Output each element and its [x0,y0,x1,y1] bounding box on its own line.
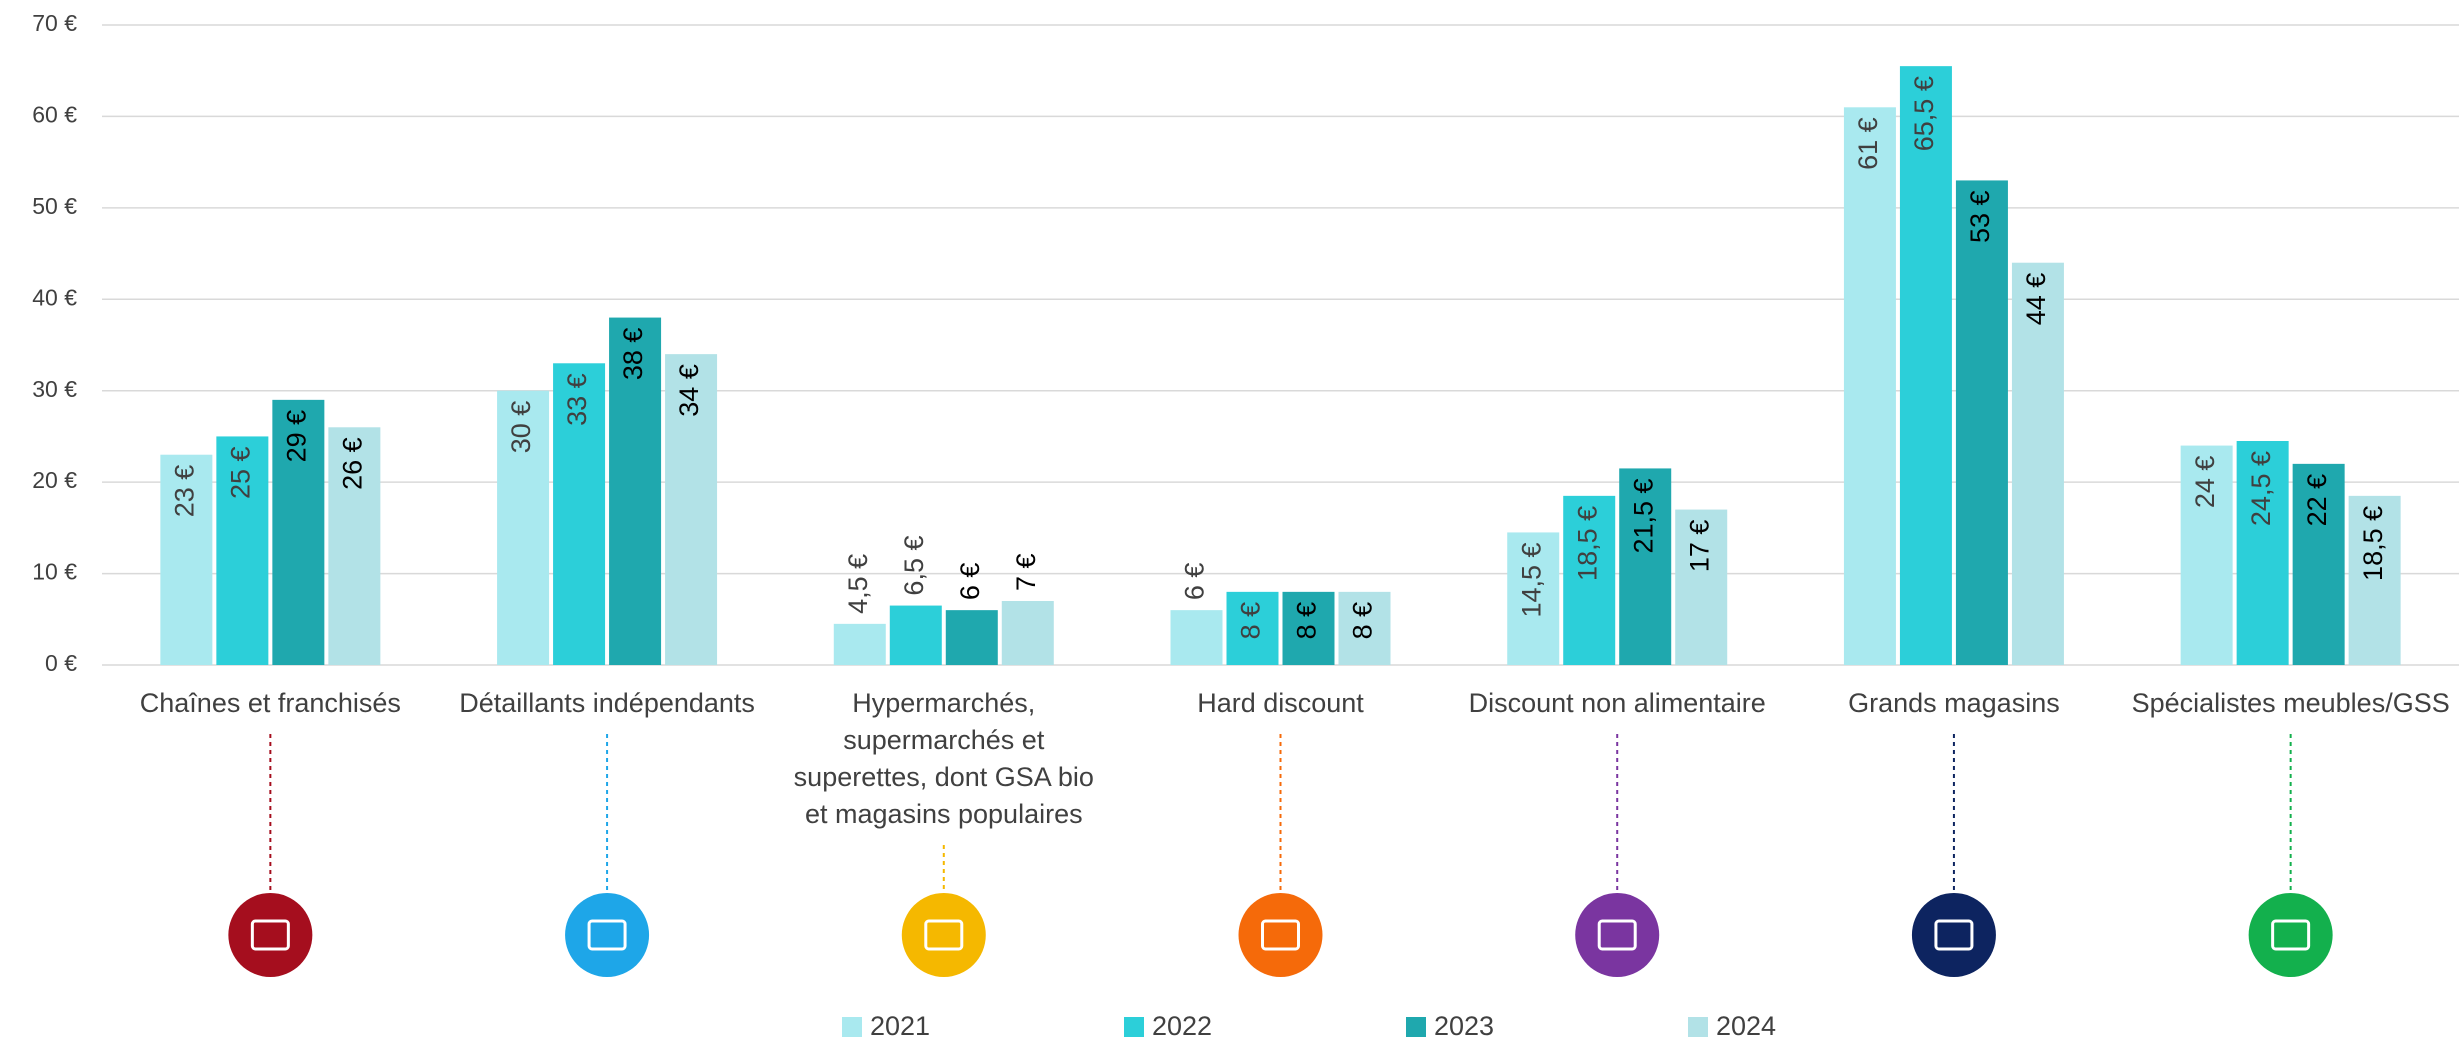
bar [216,436,269,665]
bar [889,605,942,665]
value-label: 33 € [562,373,592,426]
legend-swatch [1406,1017,1426,1037]
bar [1282,591,1335,665]
value-label: 8 € [1348,602,1378,640]
value-label: 29 € [281,410,311,463]
value-label: 26 € [337,437,367,490]
value-label: 14,5 € [1516,542,1546,617]
bar [1843,107,1896,666]
y-tick-label: 20 € [32,467,77,493]
icon-glyph [924,919,964,951]
bar [1899,66,1952,665]
value-label: 61 € [1853,117,1883,170]
legend-label: 2024 [1716,1011,1776,1040]
bar [497,390,550,665]
bar [1563,495,1616,665]
bar [2180,445,2233,665]
legend-swatch [1124,1017,1144,1037]
bar [665,354,718,665]
bar [2236,441,2289,665]
value-label: 25 € [225,446,255,499]
bar [2348,495,2401,665]
value-label: 6,5 € [899,536,929,596]
y-tick-label: 70 € [32,10,77,36]
y-tick-label: 60 € [32,102,77,128]
bar [553,363,606,665]
icon-glyph [2271,919,2311,951]
y-tick-label: 50 € [32,193,77,219]
icon [565,893,650,977]
value-label: 6 € [1180,563,1210,601]
bar [945,610,998,665]
icon [2248,893,2333,977]
value-label: 38 € [618,328,648,381]
bar [1619,468,1672,665]
bar [272,399,325,665]
value-label: 44 € [2021,273,2051,326]
value-label: 30 € [506,401,536,454]
x-tick-label: Spécialistes meubles/GSS [2131,688,2450,718]
bar [2011,262,2064,665]
value-label: 6 € [955,563,985,601]
bar [1955,180,2008,665]
x-tick-label: Chaînes et franchisés [139,688,401,718]
x-tick-label: Détaillants indépendants [459,688,755,718]
value-label: 17 € [1684,520,1714,573]
y-tick-label: 40 € [32,284,77,310]
value-label: 22 € [2302,474,2332,527]
value-label: 18,5 € [2358,506,2388,581]
icon-glyph [587,919,627,951]
x-tick-label: Grands magasins [1848,688,2060,718]
bar [1338,591,1391,665]
value-label: 24 € [2190,456,2220,509]
icon-glyph [1597,919,1637,951]
bar [1226,591,1279,665]
value-label: 34 € [674,364,704,417]
value-label: 21,5 € [1628,478,1658,553]
legend-label: 2021 [870,1011,930,1040]
bar [1675,509,1728,665]
y-tick-label: 30 € [32,376,77,402]
x-tick-label: Hypermarchés, supermarchés et superettes… [793,688,1094,829]
y-tick-label: 0 € [45,650,77,676]
value-label: 8 € [1236,602,1266,640]
value-label: 24,5 € [2246,451,2276,526]
value-label: 18,5 € [1572,506,1602,581]
bar [2292,463,2345,665]
y-tick-label: 10 € [32,559,77,585]
bar [160,454,213,665]
icon [1238,893,1323,977]
value-label: 53 € [1965,190,1995,243]
value-label: 23 € [169,465,199,518]
legend-swatch [1688,1017,1708,1037]
bar [1170,610,1223,665]
legend-label: 2023 [1434,1011,1494,1040]
legend-label: 2022 [1152,1011,1212,1040]
value-label: 4,5 € [843,554,873,614]
value-label: 8 € [1292,602,1322,640]
value-label: 65,5 € [1909,76,1939,151]
icon [901,893,986,977]
x-tick-label: Discount non alimentaire [1468,688,1766,718]
bar [1001,601,1054,665]
icon-glyph [1261,919,1300,951]
legend-swatch [842,1017,862,1037]
bar [1507,532,1560,665]
icon-glyph [1934,919,1974,951]
bar [328,427,381,665]
bar [609,317,662,665]
icon [1911,893,1996,977]
icon-glyph [250,919,290,951]
icon [1575,893,1660,977]
icon [228,893,313,977]
value-label: 7 € [1011,553,1041,591]
x-tick-label: Hard discount [1197,688,1364,718]
bar [833,623,886,665]
